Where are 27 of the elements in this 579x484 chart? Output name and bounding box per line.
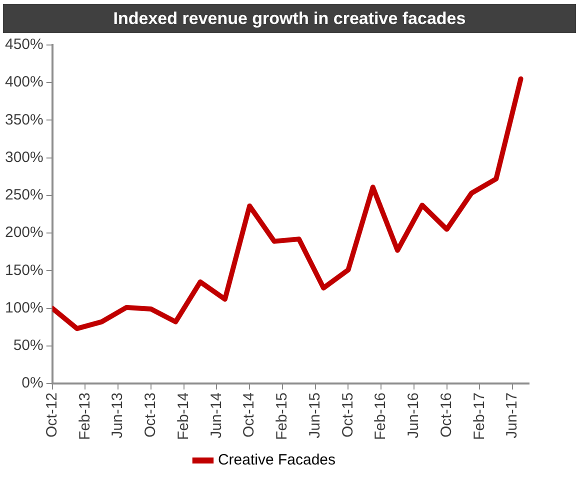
x-tick-label: Oct-12 [44,392,61,438]
x-tick-label: Jun-15 [306,392,324,438]
y-tick-label: 150% [4,262,44,279]
x-tick-label: Jun-13 [109,392,126,438]
x-tick-label: Oct-13 [142,392,160,438]
x-tick-label: Jun-16 [405,392,422,438]
y-tick-label: 250% [4,186,44,204]
x-tick-label: Oct-16 [438,392,455,438]
x-tick-label: Feb-15 [274,392,291,440]
chart-title: Indexed revenue growth in creative facades [3,4,576,33]
y-tick-label: 200% [4,224,44,242]
y-tick-label: 100% [4,299,44,316]
x-tick-label: Feb-17 [470,392,488,440]
y-tick-label: 50% [13,337,44,354]
y-tick-label: 400% [4,74,44,91]
y-tick-label: 350% [4,111,44,128]
x-tick-label: Oct-14 [240,392,258,438]
x-tick-label: Oct-15 [339,392,356,438]
x-tick-label: Feb-13 [76,392,94,440]
y-tick-label: 0% [22,374,44,392]
y-tick-label: 450% [4,36,44,54]
x-tick-label: Feb-16 [372,392,390,440]
x-tick-label: Jun-14 [208,392,225,438]
x-tick-label: Jun-17 [504,392,521,438]
x-tick-label: Feb-14 [174,392,192,440]
y-tick-label: 300% [4,148,44,166]
legend-label: Creative Facades [218,452,336,469]
